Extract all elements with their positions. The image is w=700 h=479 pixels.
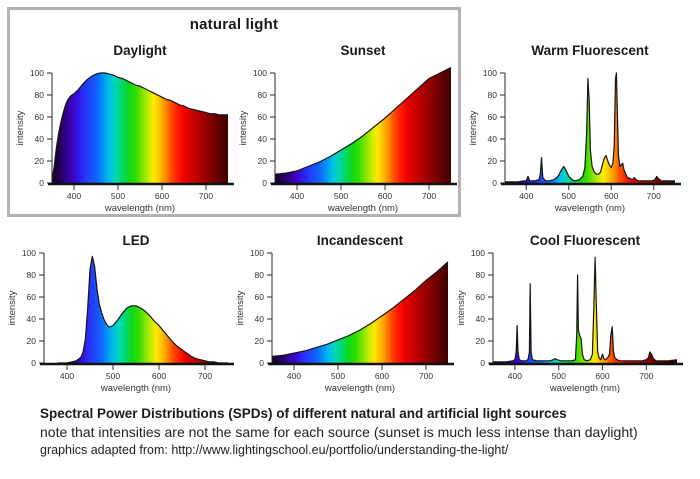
svg-text:400: 400 [67,191,81,201]
svg-text:100: 100 [250,248,264,258]
svg-text:100: 100 [483,68,497,78]
svg-text:60: 60 [255,292,265,302]
svg-text:80: 80 [35,90,45,100]
caption-source: graphics adapted from: http://www.lighti… [40,443,509,457]
svg-text:intensity: intensity [7,290,18,325]
svg-text:600: 600 [604,191,618,201]
svg-text:20: 20 [255,336,265,346]
chart-cool-fluorescent: Cool Fluorescent 0 20 40 60 80 100 400 500 600 70… [449,233,687,394]
svg-text:intensity: intensity [235,290,246,325]
chart-title-incandescent: Incandescent [316,233,404,248]
svg-text:500: 500 [552,371,566,381]
svg-text:600: 600 [378,191,392,201]
svg-text:wavelength (nm): wavelength (nm) [100,383,171,393]
chart-title-led: LED [122,233,150,248]
svg-text:40: 40 [35,134,45,144]
svg-text:80: 80 [258,90,268,100]
spd-plot-led: 0 20 40 60 80 100 400 500 600 700 intensity wavelen… [0,241,238,398]
svg-text:20: 20 [35,156,45,166]
svg-text:600: 600 [375,371,389,381]
svg-text:40: 40 [255,314,265,324]
svg-text:700: 700 [419,371,433,381]
svg-text:500: 500 [331,371,345,381]
chart-incandescent: Incandescent 0 20 40 60 80 100 400 500 600 700 int… [228,233,458,394]
svg-text:500: 500 [334,191,348,201]
svg-text:60: 60 [258,112,268,122]
svg-text:80: 80 [488,90,498,100]
svg-text:0: 0 [480,358,485,368]
svg-text:400: 400 [290,191,304,201]
svg-text:0: 0 [492,178,497,188]
svg-text:60: 60 [488,112,498,122]
svg-text:20: 20 [258,156,268,166]
svg-text:intensity: intensity [456,290,467,325]
svg-text:100: 100 [471,248,485,258]
svg-text:40: 40 [258,134,268,144]
chart-title-sunset: Sunset [340,43,386,58]
svg-text:400: 400 [508,371,522,381]
svg-text:60: 60 [476,292,486,302]
svg-text:20: 20 [488,156,498,166]
svg-text:0: 0 [262,178,267,188]
chart-sunset: Sunset 0 20 40 60 80 100 400 500 600 700 intensity… [231,43,461,214]
svg-text:100: 100 [22,248,36,258]
svg-text:intensity: intensity [238,110,249,145]
spd-plot-sunset: 0 20 40 60 80 100 400 500 600 700 intensity wavelen… [231,61,461,218]
spd-plot-daylight: 0 20 40 60 80 100 400 500 600 700 intensity wavelen… [8,61,238,218]
svg-text:40: 40 [488,134,498,144]
svg-text:700: 700 [647,191,661,201]
svg-text:100: 100 [253,68,267,78]
svg-text:0: 0 [259,358,264,368]
chart-title-daylight: Daylight [113,43,167,58]
svg-text:20: 20 [27,336,37,346]
svg-text:60: 60 [35,112,45,122]
svg-text:600: 600 [155,191,169,201]
svg-text:600: 600 [595,371,609,381]
svg-text:80: 80 [27,270,37,280]
svg-text:0: 0 [31,358,36,368]
svg-text:500: 500 [562,191,576,201]
caption-title: Spectral Power Distributions (SPDs) of d… [40,406,567,421]
svg-text:40: 40 [476,314,486,324]
svg-text:wavelength (nm): wavelength (nm) [324,383,395,393]
svg-text:700: 700 [422,191,436,201]
svg-text:intensity: intensity [15,110,26,145]
chart-daylight: Daylight 0 20 40 60 80 100 400 500 600 700 intensi… [8,43,238,214]
svg-text:40: 40 [27,314,37,324]
chart-title-cool-fluorescent: Cool Fluorescent [529,233,641,248]
svg-text:700: 700 [639,371,653,381]
svg-text:500: 500 [111,191,125,201]
caption-note: note that intensities are not the same f… [40,424,638,440]
natural-light-group-label: natural light [189,16,279,33]
svg-text:600: 600 [152,371,166,381]
spd-plot-cool-fluorescent: 0 20 40 60 80 100 400 500 600 700 intensity wavelen… [449,241,687,398]
svg-text:20: 20 [476,336,486,346]
svg-text:wavelength (nm): wavelength (nm) [554,203,625,213]
svg-text:700: 700 [198,371,212,381]
svg-text:80: 80 [255,270,265,280]
spd-plot-incandescent: 0 20 40 60 80 100 400 500 600 700 intensity wavelen… [228,241,458,398]
svg-text:wavelength (nm): wavelength (nm) [549,383,620,393]
chart-warm-fluorescent: Warm Fluorescent 0 20 40 60 80 100 400 500 600 70… [461,43,685,214]
chart-title-warm-fluorescent: Warm Fluorescent [531,43,649,58]
svg-text:60: 60 [27,292,37,302]
svg-text:400: 400 [287,371,301,381]
svg-text:400: 400 [519,191,533,201]
svg-text:700: 700 [199,191,213,201]
svg-text:0: 0 [39,178,44,188]
chart-led: LED 0 20 40 60 80 100 400 500 600 700 intensity wav… [0,233,238,394]
svg-text:80: 80 [476,270,486,280]
svg-text:500: 500 [106,371,120,381]
svg-text:intensity: intensity [468,110,479,145]
svg-text:100: 100 [30,68,44,78]
figure-caption: Spectral Power Distributions (SPDs) of d… [40,405,680,459]
svg-text:wavelength (nm): wavelength (nm) [104,203,175,213]
svg-text:wavelength (nm): wavelength (nm) [327,203,398,213]
spd-plot-warm-fluorescent: 0 20 40 60 80 100 400 500 600 700 intensity wavelen… [461,61,685,218]
svg-text:400: 400 [60,371,74,381]
